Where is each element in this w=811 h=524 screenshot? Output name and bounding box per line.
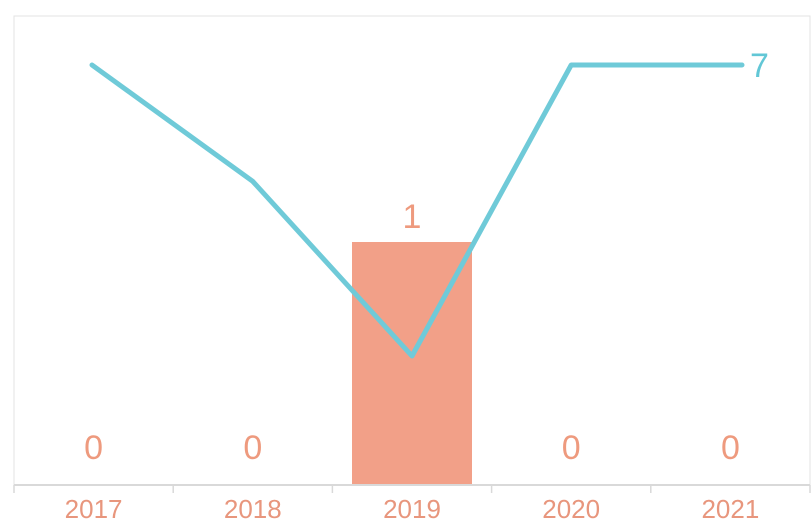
- bar-data-label-2021: 0: [721, 429, 740, 467]
- x-tick-label-2019: 2019: [383, 494, 441, 524]
- x-tick-label-2021: 2021: [701, 494, 759, 524]
- line-data-label-2021: 7: [750, 47, 769, 85]
- bar-data-label-2020: 0: [562, 429, 581, 467]
- bar-data-label-2019: 1: [403, 198, 422, 236]
- bar-data-label-2018: 0: [243, 429, 262, 467]
- line-series: 7: [89, 47, 769, 359]
- x-tick-label-2018: 2018: [224, 494, 282, 524]
- bar-data-label-2017: 0: [84, 429, 103, 467]
- x-axis-ticks: [13, 485, 811, 493]
- x-tick-label-2017: 2017: [65, 494, 123, 524]
- bar-data-labels: 0 0 1 0 0: [84, 198, 740, 467]
- x-tick-label-2020: 2020: [542, 494, 600, 524]
- x-axis-tick-labels: 2017 2018 2019 2020 2021: [65, 494, 760, 524]
